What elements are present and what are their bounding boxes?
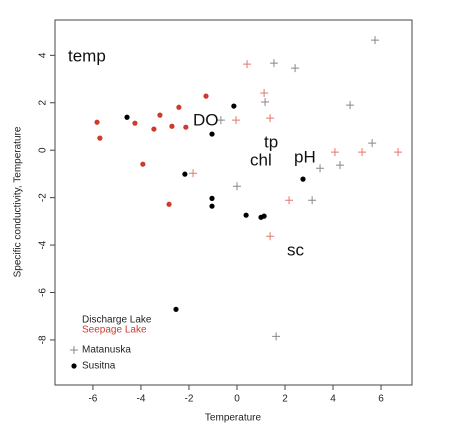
point — [169, 123, 175, 129]
point — [308, 196, 317, 205]
x-axis-label: Temperature — [205, 413, 262, 424]
point — [232, 116, 241, 125]
legend-label: Seepage Lake — [82, 325, 147, 336]
x-tick-label: 0 — [234, 394, 240, 405]
point — [132, 120, 138, 126]
point — [266, 114, 275, 123]
y-tick-label: 4 — [38, 52, 49, 58]
y-axis-label: Specific conductivity, Temperature — [13, 126, 24, 277]
annotation: DO — [193, 110, 219, 129]
x-tick-label: 4 — [330, 394, 336, 405]
point — [209, 195, 215, 201]
point — [368, 139, 377, 148]
point — [316, 164, 325, 173]
y-tick-label: 2 — [38, 100, 49, 106]
x-tick-label: 6 — [378, 394, 384, 405]
point — [272, 332, 281, 341]
point — [157, 112, 163, 118]
point — [285, 196, 294, 205]
point — [300, 176, 306, 182]
point — [124, 114, 130, 120]
point — [203, 93, 209, 99]
point — [394, 148, 403, 157]
point — [173, 306, 179, 312]
x-tick-label: -6 — [88, 394, 97, 405]
point — [260, 89, 269, 98]
point — [216, 116, 225, 125]
annotation: pH — [294, 147, 316, 166]
point — [232, 182, 241, 191]
point — [358, 148, 367, 157]
annotation: temp — [68, 46, 106, 65]
point — [151, 126, 157, 132]
plot-box — [54, 19, 413, 386]
point — [269, 59, 278, 68]
point — [182, 171, 188, 177]
point — [231, 103, 237, 109]
point — [371, 36, 380, 45]
point — [94, 119, 100, 125]
point — [243, 212, 249, 218]
point — [291, 64, 300, 73]
point — [243, 60, 252, 69]
point — [166, 201, 172, 207]
legend-label: Matanuska — [82, 345, 131, 356]
legend-symbol — [71, 363, 77, 369]
annotation: tp — [264, 132, 278, 151]
annotation: chl — [250, 150, 272, 169]
y-tick-label: 0 — [38, 147, 49, 153]
point — [335, 161, 344, 170]
x-tick-label: -2 — [185, 394, 194, 405]
x-tick-label: 2 — [282, 394, 288, 405]
point — [209, 131, 215, 137]
point — [183, 124, 189, 130]
point — [140, 161, 146, 167]
y-tick-label: -6 — [38, 288, 49, 297]
legend-label: Susitna — [82, 361, 116, 372]
point — [346, 101, 355, 110]
point — [266, 232, 275, 241]
point — [176, 104, 182, 110]
legend-label: Discharge Lake — [82, 315, 152, 326]
point — [189, 169, 198, 178]
point — [97, 135, 103, 141]
point — [261, 213, 267, 219]
legend-symbol — [70, 346, 78, 354]
point — [209, 203, 215, 209]
y-tick-label: -8 — [38, 335, 49, 344]
y-tick-label: -2 — [38, 193, 49, 202]
y-tick-label: -4 — [38, 240, 49, 249]
annotation: sc — [287, 240, 305, 259]
point — [330, 148, 339, 157]
x-tick-label: -4 — [136, 394, 145, 405]
point — [261, 98, 270, 107]
